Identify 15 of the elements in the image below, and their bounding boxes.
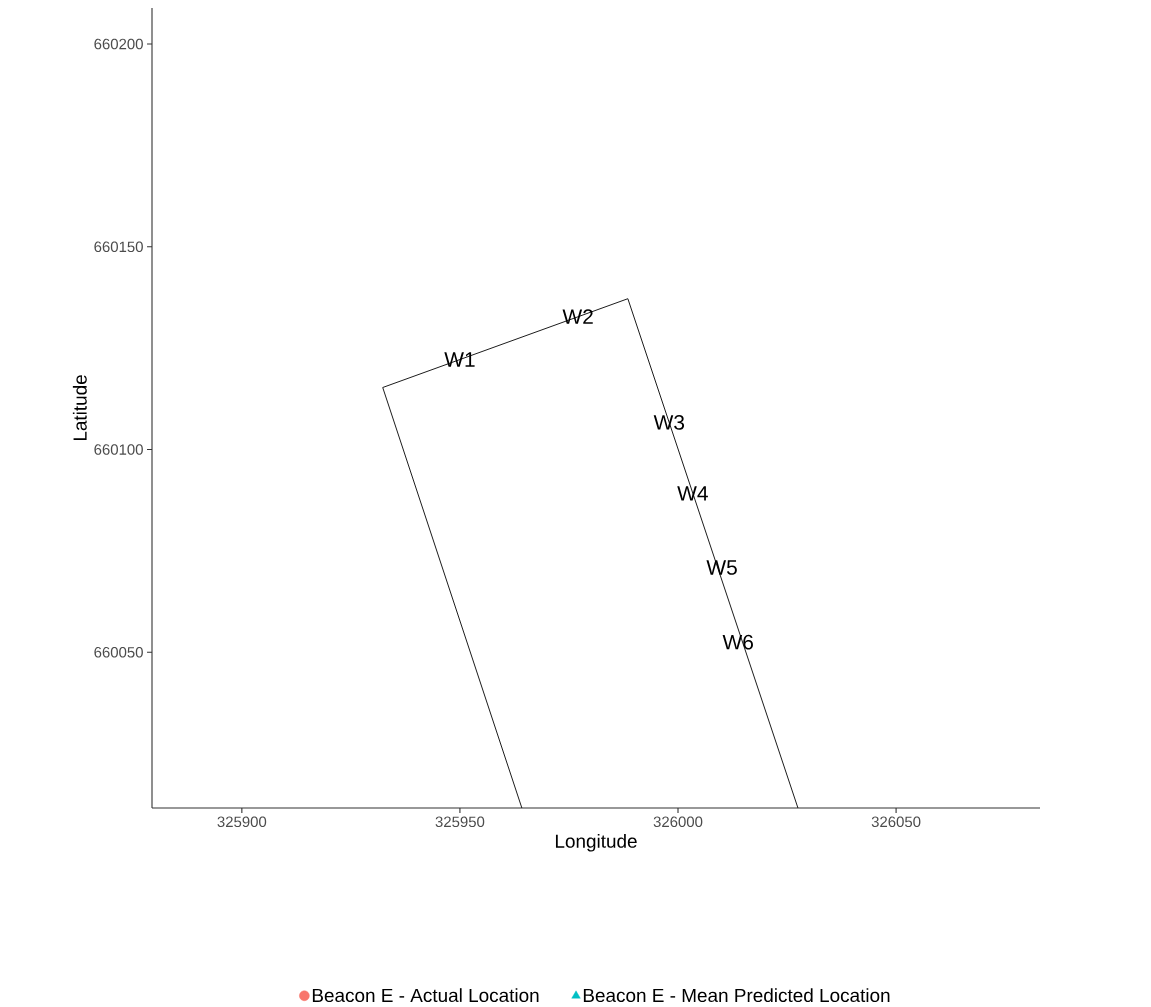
legend-label: Beacon E - Actual Location [312,987,539,1002]
annotation: W4 [677,485,708,501]
annotation: W5 [706,560,737,575]
x-axis-title: Longitude [555,833,637,852]
annotation: W6 [722,634,753,650]
y-tick-label: 660100 [94,444,143,455]
legend-label: Beacon E - Mean Predicted Location [583,987,890,1002]
x-tick-label: 325900 [217,816,267,827]
x-tick-label: 326050 [871,816,921,827]
x-tick-label: 326000 [653,816,703,827]
x-tick-label: 325950 [435,816,485,827]
y-tick-label: 660050 [94,646,143,658]
y-tick-label: 660200 [94,38,143,50]
y-axis-title: Latitude [72,374,87,440]
y-tick-label: 660150 [94,241,143,252]
